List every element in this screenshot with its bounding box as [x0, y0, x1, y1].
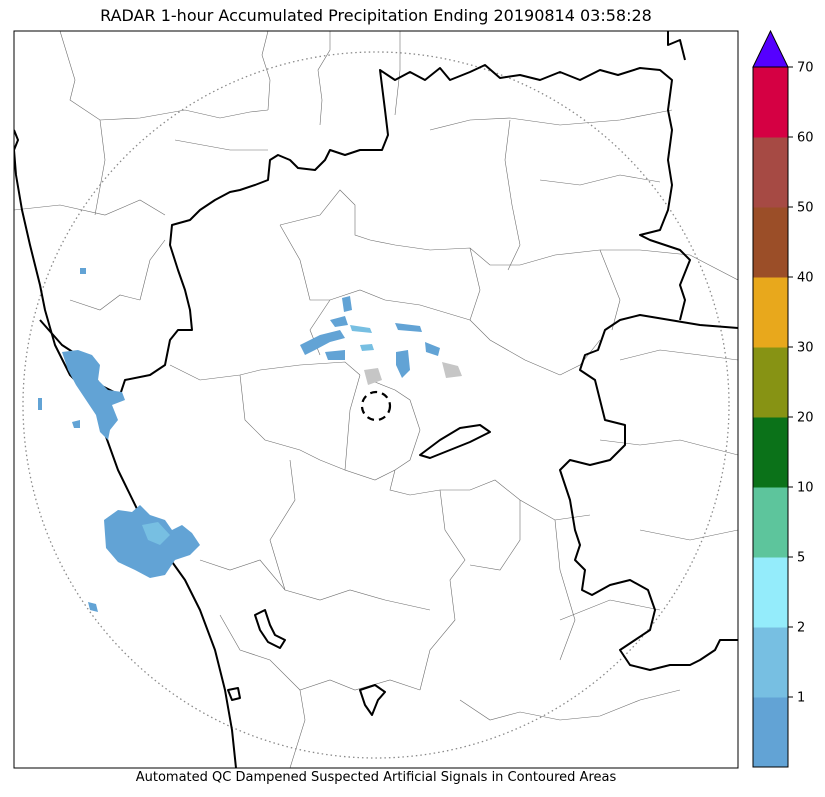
precip-band-central-9 — [342, 296, 352, 312]
map-caption: Automated QC Dampened Suspected Artifici… — [135, 770, 617, 785]
colorbar-bin — [753, 417, 788, 488]
colorbar-tick-label: 1 — [797, 691, 805, 706]
precipitation-echoes — [38, 268, 462, 612]
colorbar-tick-label: 2 — [797, 621, 805, 636]
interstate-border-northwest — [39, 64, 691, 396]
colorbar-tick-label: 30 — [797, 341, 814, 356]
colorbar-bin — [753, 487, 788, 558]
colorbar-bin — [753, 137, 788, 208]
precip-band-central-2 — [330, 316, 348, 327]
suspect-area-gray-1 — [364, 368, 382, 385]
precip-speck-west-4 — [80, 268, 86, 274]
map-title: RADAR 1-hour Accumulated Precipitation E… — [100, 6, 652, 25]
coast-island-outline-2 — [227, 687, 241, 701]
precip-band-central-4 — [395, 323, 422, 332]
enclave-border-central — [419, 424, 491, 459]
precip-band-central-5 — [325, 350, 345, 360]
suspect-area-gray-2 — [442, 362, 462, 378]
district-boundaries — [14, 31, 738, 768]
colorbar-tick-label: 70 — [797, 61, 814, 76]
colorbar-bin — [753, 627, 788, 698]
radar-range-ring — [22, 51, 730, 759]
colorbar-tick-label: 50 — [797, 201, 814, 216]
map-background — [14, 31, 738, 768]
precip-speck-west-2 — [72, 420, 80, 428]
map-panel — [13, 30, 739, 769]
precip-speck-west-3 — [88, 602, 98, 612]
colorbar-bins — [753, 67, 788, 768]
precip-band-central-6 — [396, 350, 410, 378]
colorbar-ticks: 1 2 5 10 20 30 40 50 60 70 — [788, 61, 814, 706]
interstate-border-northeast-strip — [667, 31, 686, 61]
colorbar-tick-label: 60 — [797, 131, 814, 146]
colorbar-bin — [753, 557, 788, 628]
precip-band-central-7 — [425, 342, 440, 356]
radar-site-marker — [360, 390, 392, 422]
precip-core-southwest — [142, 522, 170, 545]
precip-band-central-8 — [360, 344, 374, 351]
enclave-border-southeast — [359, 684, 386, 716]
precip-speck-west-1 — [38, 398, 42, 410]
colorbar: 1 2 5 10 20 30 40 50 60 70 — [752, 29, 814, 768]
colorbar-tick-label: 40 — [797, 271, 814, 286]
precip-cell-northwest-coast — [62, 350, 125, 440]
colorbar-overflow-arrow — [752, 29, 789, 68]
interstate-border-east — [559, 314, 738, 671]
colorbar-bin — [753, 697, 788, 768]
colorbar-tick-label: 10 — [797, 481, 814, 496]
enclave-border-south — [254, 609, 286, 649]
colorbar-bin — [753, 67, 788, 138]
colorbar-bin — [753, 347, 788, 418]
precip-band-central-3 — [350, 325, 372, 333]
colorbar-tick-label: 20 — [797, 411, 814, 426]
precip-band-central-1 — [300, 330, 345, 355]
colorbar-tick-label: 5 — [797, 551, 805, 566]
map-frame — [13, 30, 739, 769]
colorbar-bin — [753, 207, 788, 278]
colorbar-bin — [753, 277, 788, 348]
